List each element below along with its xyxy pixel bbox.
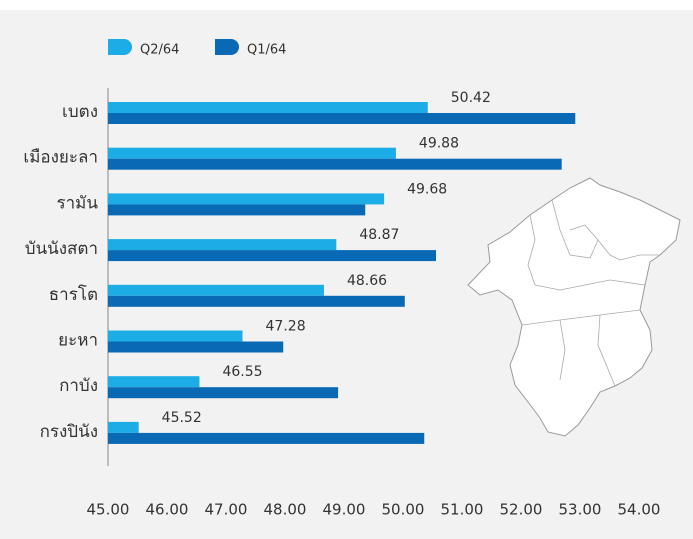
data-label: 48.87 <box>359 227 399 243</box>
bar <box>108 432 425 444</box>
x-tick-label: 54.00 <box>618 501 661 519</box>
bar <box>108 341 284 353</box>
data-label: 50.42 <box>451 90 491 106</box>
y-tick-label: ยะหา <box>58 331 98 351</box>
y-tick-label: กรงปินัง <box>40 422 98 442</box>
bar <box>108 295 405 307</box>
y-tick-label: ธารโต <box>49 284 98 305</box>
bar <box>108 204 366 216</box>
bar <box>108 250 437 262</box>
bar <box>108 330 243 342</box>
x-tick-label: 49.00 <box>323 501 366 519</box>
bar <box>108 421 139 433</box>
legend-swatch <box>108 39 132 55</box>
legend-swatch <box>215 39 239 55</box>
bar <box>108 239 337 251</box>
data-label: 46.55 <box>222 364 262 380</box>
data-label: 45.52 <box>162 410 202 426</box>
bar <box>108 147 396 159</box>
x-tick-label: 52.00 <box>500 501 543 519</box>
x-tick-label: 47.00 <box>205 501 248 519</box>
bar <box>108 113 576 124</box>
data-label: 49.88 <box>419 136 459 152</box>
legend-label: Q2/64 <box>140 43 179 58</box>
data-label: 49.68 <box>407 181 447 197</box>
y-tick-label: บันนังสตา <box>25 239 98 259</box>
data-label: 47.28 <box>266 319 306 335</box>
bar <box>108 284 324 296</box>
data-label: 48.66 <box>347 273 387 289</box>
y-tick-label: เมืองยะลา <box>23 148 98 168</box>
y-tick-label: รามัน <box>56 193 98 213</box>
x-tick-label: 46.00 <box>146 501 189 519</box>
legend-label: Q1/64 <box>247 43 286 58</box>
y-tick-label: เบตง <box>62 102 98 122</box>
map-borders <box>521 199 660 387</box>
bar <box>108 102 428 113</box>
x-tick-label: 48.00 <box>264 501 307 519</box>
map <box>467 177 681 437</box>
bar <box>108 376 200 388</box>
bar <box>108 193 385 205</box>
bar <box>108 158 562 170</box>
x-tick-label: 50.00 <box>382 501 425 519</box>
bar <box>108 387 339 399</box>
x-tick-label: 53.00 <box>559 501 602 519</box>
x-tick-label: 51.00 <box>441 501 484 519</box>
x-tick-label: 45.00 <box>87 501 130 519</box>
y-tick-label: กาบัง <box>59 376 98 396</box>
